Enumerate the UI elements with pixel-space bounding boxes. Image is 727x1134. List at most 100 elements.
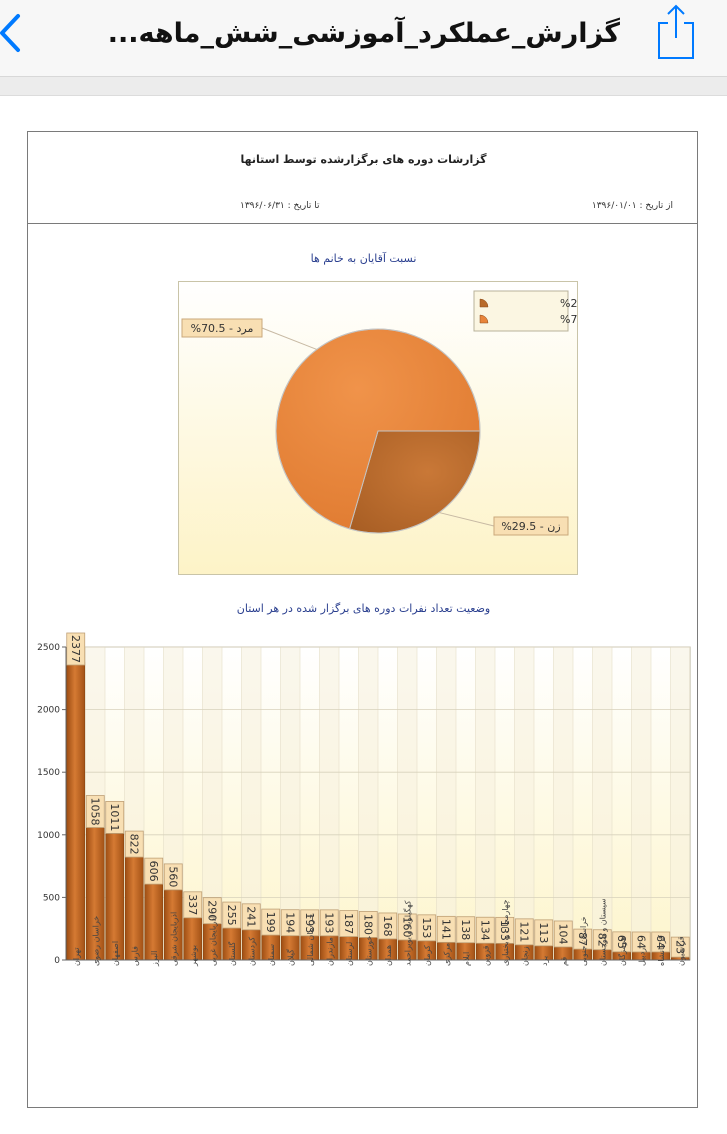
bar-value-box xyxy=(319,909,339,937)
x-tick-label: خراسان جنوبی xyxy=(579,916,588,966)
top-navigation-bar: گزارش_عملکرد_آموزشی_شش_ماهه... xyxy=(0,0,727,77)
bar-value-box xyxy=(241,903,261,931)
document-title: گزارش_عملکرد_آموزشی_شش_ماهه... xyxy=(107,18,620,49)
x-tick-label: قم xyxy=(559,957,568,966)
bar-value-box xyxy=(534,919,554,947)
bar-value-label: 290 xyxy=(205,900,218,921)
bar-value-box xyxy=(651,931,671,953)
x-tick-label: قزوین xyxy=(481,945,490,966)
bar-value-label: 1011 xyxy=(108,803,121,831)
x-tick-label: خراسان شمالی xyxy=(306,914,315,966)
y-tick-label: 1000 xyxy=(37,831,60,841)
bar-value-label: 87 xyxy=(576,932,589,946)
bar-value-label: 822 xyxy=(127,834,140,855)
legend-item-male: مرد - 70.5% xyxy=(479,313,578,326)
x-tick-label: زنجان xyxy=(520,946,529,966)
pie-chart-title: نسبت آقایان به خانم ها xyxy=(310,252,417,265)
x-tick-label: مازندران xyxy=(325,937,334,966)
bar-value-box xyxy=(397,913,417,941)
bar-value-label: 193 xyxy=(322,912,335,933)
y-tick-label: 0 xyxy=(54,956,60,966)
bar-value-box xyxy=(222,901,242,929)
svg-text:مرد - 70.5%: مرد - 70.5% xyxy=(191,322,254,335)
bar-value-label: 138 xyxy=(459,919,472,940)
bar-value-box xyxy=(514,918,534,946)
bar-value-label: 2377 xyxy=(69,635,82,663)
pie-legend: زن - 29.5% مرد - 70.5% xyxy=(473,290,578,332)
bar-value-label: 65 xyxy=(615,935,628,949)
bar-value-label: 134 xyxy=(478,920,491,941)
x-tick-label: سمنان xyxy=(267,944,276,966)
bar-value-label: 199 xyxy=(264,912,277,933)
bar-value-label: 64 xyxy=(634,935,647,949)
report-page: گزارشات دوره های برگزارشده توسط استانها … xyxy=(27,131,698,1108)
x-tick-label: لرستان xyxy=(345,942,354,966)
pie-label-female: زن - 29.5% xyxy=(439,512,569,536)
bar-chart: 2377 1058 1011 822 606 560 337 290 255 241 199 194 1… xyxy=(37,632,691,967)
x-tick-label: اذربایجان غربی xyxy=(208,916,217,966)
bar-value-label: 606 xyxy=(147,861,160,882)
svg-text:مرد - 70.5%: مرد - 70.5% xyxy=(560,313,578,326)
bar-value-label: 180 xyxy=(361,914,374,935)
x-tick-label: فارس xyxy=(130,946,139,966)
pie-label-male: مرد - 70.5% xyxy=(181,318,317,350)
legend-item-female: زن - 29.5% xyxy=(479,297,578,310)
bar-value-box xyxy=(85,795,105,828)
bar-value-label: 82 xyxy=(595,933,608,947)
pie-chart: زن - 29.5% مرد - 70.5% زن - 29.5% مرد - 70… xyxy=(178,281,578,575)
x-tick-label: هرمزگان xyxy=(617,937,627,966)
bar-value-label: 194 xyxy=(283,912,296,933)
x-tick-label: کرمان xyxy=(423,945,432,966)
y-tick-label: 500 xyxy=(43,893,60,903)
bar-value-label: 23 xyxy=(673,940,686,954)
bar-value-box xyxy=(592,929,612,951)
x-tick-label: سیستان و بلوچستان xyxy=(598,898,607,966)
bar-value-box xyxy=(105,801,125,834)
bar-value-label: 153 xyxy=(420,917,433,938)
bar-value-box xyxy=(378,912,398,940)
x-tick-label: اردبیل xyxy=(637,946,646,966)
bar-value-box xyxy=(436,915,456,943)
y-tick-label: 2000 xyxy=(37,706,60,716)
x-tick-label: خوزستان xyxy=(364,936,373,966)
bar-value-label: 193 xyxy=(303,912,316,933)
bar-value-box xyxy=(475,916,495,944)
x-tick-label: مرکزی xyxy=(442,943,451,966)
x-tick-label: گیلان xyxy=(285,949,295,966)
to-date: تا تاریخ : ۱۳۹۶/۰۶/۳۱ xyxy=(240,201,320,211)
x-tick-label: یزد xyxy=(540,956,549,966)
x-tick-label: کرمانشاه xyxy=(657,935,666,966)
bar xyxy=(124,856,144,961)
bar-value-box xyxy=(66,632,86,666)
svg-text:زن - 29.5%: زن - 29.5% xyxy=(560,297,578,310)
x-tick-label: خراسان رضوی xyxy=(91,916,100,966)
bar-value-label: 1058 xyxy=(88,798,101,826)
x-tick-label: تهران xyxy=(72,948,81,966)
bar-value-box xyxy=(573,928,593,950)
bar-value-box xyxy=(183,891,203,919)
bar-value-box xyxy=(456,916,476,944)
from-date: از تاریخ : ۱۳۹۶/۰۱/۰۱ xyxy=(591,201,673,211)
bar-value-label: 168 xyxy=(381,915,394,936)
x-tick-label: ایلام xyxy=(462,952,471,966)
x-tick-label: گلستان xyxy=(227,941,237,966)
bar-value-box xyxy=(358,911,378,938)
bar-value-box xyxy=(144,857,164,885)
bar-value-box xyxy=(339,910,359,937)
bar-value-label: 121 xyxy=(517,921,530,942)
x-tick-label: البرز xyxy=(150,951,159,967)
header-divider xyxy=(28,223,697,224)
share-button[interactable] xyxy=(654,4,698,60)
x-tick-label: بوشهر xyxy=(189,945,198,967)
bar-value-box xyxy=(280,909,300,937)
bar-value-label: 104 xyxy=(556,923,569,944)
bar-value-box xyxy=(202,897,222,925)
back-button[interactable] xyxy=(0,12,30,62)
x-tick-label: کهگیلویه و بویراحمد xyxy=(402,900,412,966)
bar-value-label: 113 xyxy=(537,922,550,943)
bar-value-label: 560 xyxy=(166,866,179,887)
x-tick-label: قزاسیون xyxy=(676,936,685,966)
bar-value-box xyxy=(261,908,281,936)
x-tick-label: اصفهان xyxy=(111,941,120,966)
bar-value-label: 241 xyxy=(244,906,257,927)
